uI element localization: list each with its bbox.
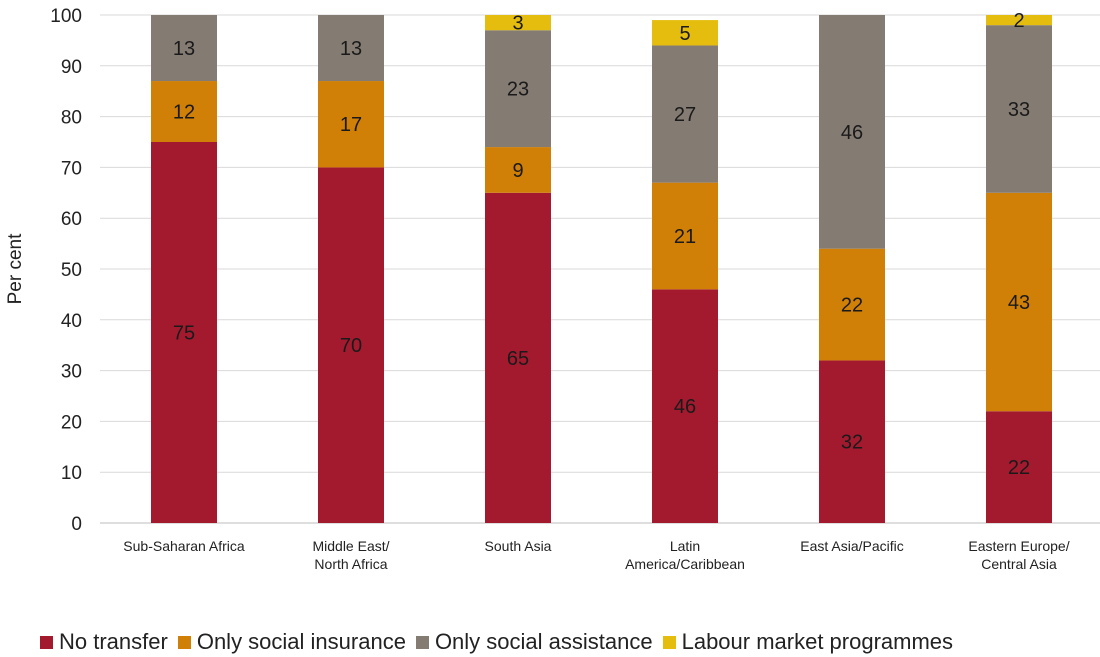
y-tick-label: 10 <box>61 463 82 484</box>
x-category-label: Eastern Europe/ <box>968 538 1069 554</box>
bar-segment <box>986 192 1052 412</box>
bar-segment <box>485 30 551 148</box>
bar-segment <box>485 15 551 31</box>
data-label: 43 <box>1008 292 1030 314</box>
data-label: 23 <box>507 79 529 101</box>
legend-swatch <box>415 635 429 649</box>
legend-item: Only social assistance <box>415 629 653 655</box>
data-label: 3 <box>512 13 523 35</box>
data-label: 70 <box>340 335 362 357</box>
bar-segment <box>819 360 885 523</box>
x-category-label: North Africa <box>314 556 387 572</box>
y-axis-label: Per cent <box>5 233 26 304</box>
legend-label: Labour market programmes <box>681 629 954 654</box>
legend-swatch <box>177 635 191 649</box>
x-category-label: Latin <box>670 538 700 554</box>
bar-segment <box>819 15 885 249</box>
x-category-label: South Asia <box>485 538 552 554</box>
data-label: 17 <box>340 114 362 136</box>
data-label: 13 <box>173 38 195 60</box>
data-label: 12 <box>173 102 195 124</box>
legend-item: Labour market programmes <box>662 629 954 655</box>
data-label: 22 <box>841 295 863 317</box>
legend-label: No transfer <box>59 629 168 654</box>
stacked-bar-chart: 0 10 20 30 40 50 60 70 80 90 100 Per cent 75 12 13 Sub-… <box>5 6 1100 572</box>
data-label: 13 <box>340 38 362 60</box>
legend-item: No transfer <box>40 629 168 655</box>
bar-segment <box>485 147 551 193</box>
data-label: 21 <box>674 226 696 248</box>
x-category-label: East Asia/Pacific <box>800 538 904 554</box>
y-tick-label: 20 <box>61 412 82 433</box>
x-category-label: Central Asia <box>981 556 1057 572</box>
y-tick-label: 70 <box>61 158 82 179</box>
y-tick-label: 50 <box>61 260 82 281</box>
bar-segment <box>652 45 718 183</box>
bar-segment <box>318 167 384 523</box>
bar-segment <box>151 15 217 82</box>
x-category-label: Sub-Saharan Africa <box>123 538 245 554</box>
bar-segment <box>485 192 551 524</box>
bar-segment <box>986 25 1052 193</box>
bar-segment <box>151 142 217 523</box>
y-tick-label: 100 <box>50 6 82 27</box>
y-tick-label: 0 <box>71 514 82 535</box>
data-label: 33 <box>1008 99 1030 121</box>
bar-segment <box>652 289 718 523</box>
y-tick-label: 30 <box>61 362 82 383</box>
bar-segment <box>986 411 1052 523</box>
legend-swatch <box>662 635 676 649</box>
legend: No transfer Only social insurance Only soc… <box>40 627 963 657</box>
legend-label: Only social insurance <box>196 629 406 654</box>
legend-item: Only social insurance <box>177 629 406 655</box>
data-label: 9 <box>512 160 523 182</box>
x-category-label: Middle East/ <box>312 538 389 554</box>
bar-segment <box>819 248 885 361</box>
data-label: 65 <box>507 348 529 370</box>
data-label: 46 <box>674 396 696 418</box>
y-tick-label: 80 <box>61 108 82 129</box>
x-category-label: America/Caribbean <box>625 556 745 572</box>
bar-segment <box>986 15 1052 26</box>
legend-label: Only social assistance <box>434 629 653 654</box>
data-label: 5 <box>679 23 690 45</box>
data-label: 27 <box>674 104 696 126</box>
bar-segment <box>318 15 384 82</box>
bar-segment <box>652 20 718 46</box>
legend-swatch <box>40 635 53 649</box>
bar-segment <box>318 81 384 168</box>
data-label: 46 <box>841 122 863 144</box>
bar-segment <box>151 81 217 142</box>
data-label: 22 <box>1008 457 1030 479</box>
data-label: 32 <box>841 432 863 454</box>
bar-segment <box>652 182 718 290</box>
y-tick-label: 90 <box>61 57 82 78</box>
y-tick-label: 60 <box>61 209 82 230</box>
y-tick-label: 40 <box>61 311 82 332</box>
data-label: 75 <box>173 323 195 345</box>
data-label: 2 <box>1013 10 1024 32</box>
